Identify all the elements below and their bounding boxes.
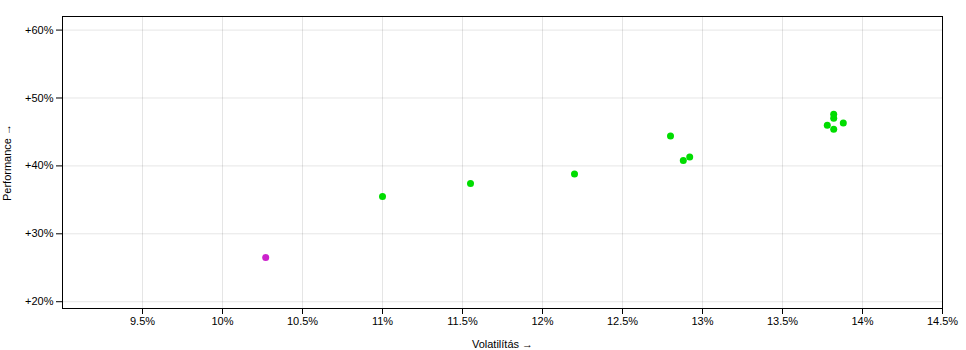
svg-text:+40%: +40%	[25, 159, 54, 171]
svg-text:+20%: +20%	[25, 295, 54, 307]
svg-text:11.5%: 11.5%	[447, 315, 478, 327]
svg-text:Volatilítás →: Volatilítás →	[472, 338, 533, 350]
svg-text:9.5%: 9.5%	[130, 315, 155, 327]
svg-text:12.5%: 12.5%	[607, 315, 638, 327]
svg-text:+50%: +50%	[25, 92, 54, 104]
svg-text:12%: 12%	[531, 315, 553, 327]
svg-text:10.5%: 10.5%	[287, 315, 318, 327]
svg-text:13.5%: 13.5%	[767, 315, 798, 327]
svg-text:10%: 10%	[211, 315, 233, 327]
svg-text:Performance →: Performance →	[1, 124, 13, 201]
svg-text:11%: 11%	[372, 315, 393, 327]
svg-text:13%: 13%	[691, 315, 713, 327]
svg-text:14.5%: 14.5%	[927, 315, 958, 327]
svg-text:+60%: +60%	[25, 24, 54, 36]
svg-text:+30%: +30%	[25, 227, 54, 239]
svg-text:14%: 14%	[851, 315, 873, 327]
